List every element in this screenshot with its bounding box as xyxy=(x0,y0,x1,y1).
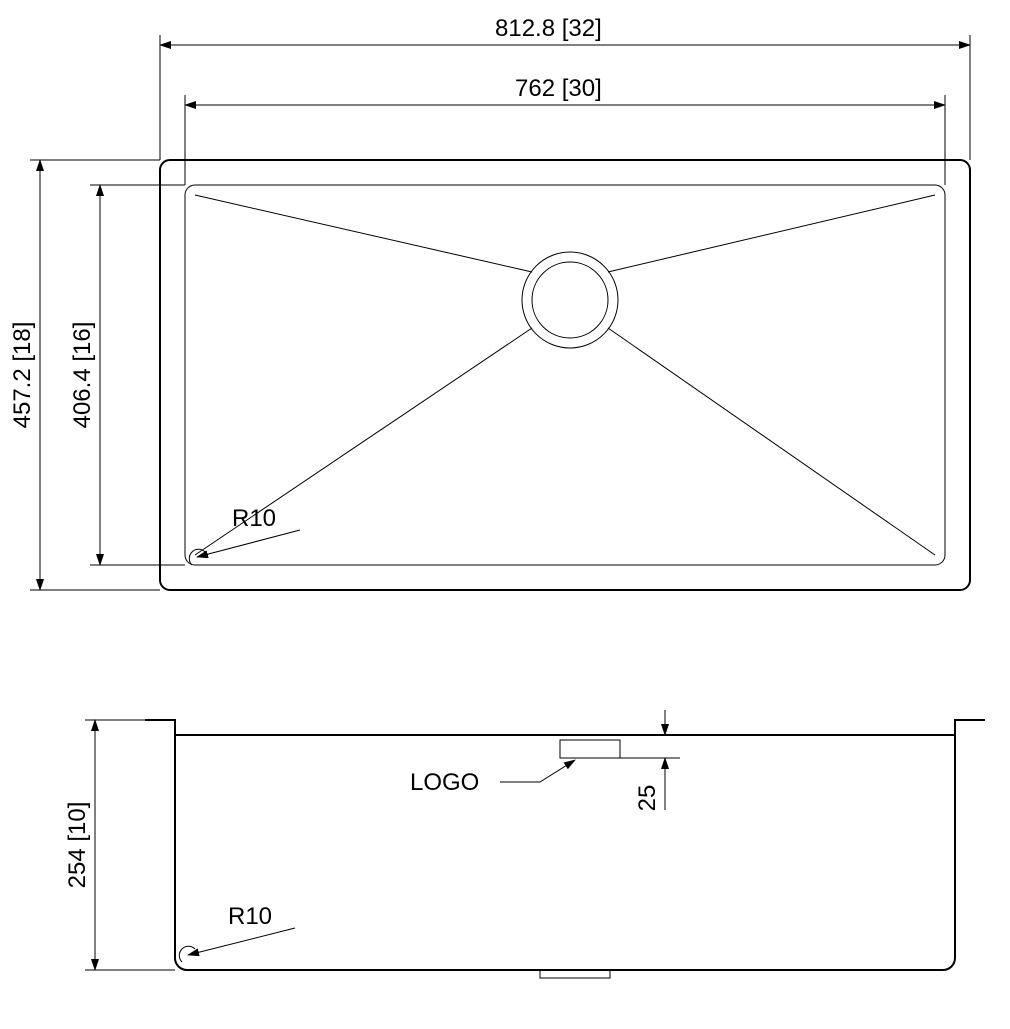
dim-logo-offset: 25 xyxy=(620,710,680,811)
inner-rect xyxy=(185,185,945,565)
top-view: R10 812.8 [32] 762 [30] 457.2 [18] xyxy=(9,15,970,590)
dim-inner-height: 406.4 [16] xyxy=(69,185,185,565)
dim-inner-width-label: 762 [30] xyxy=(515,75,602,102)
dim-depth-label: 254 [10] xyxy=(64,802,91,889)
drain-outer xyxy=(522,252,618,348)
drain-notch xyxy=(540,970,610,978)
logo-leader xyxy=(500,760,575,782)
crease-lines xyxy=(195,195,935,555)
dim-inner-height-label: 406.4 [16] xyxy=(69,322,96,429)
dim-outer-height-label: 457.2 [18] xyxy=(9,322,36,429)
logo-label: LOGO xyxy=(410,769,479,796)
logo-box xyxy=(560,740,620,758)
dim-outer-width-label: 812.8 [32] xyxy=(495,15,602,42)
dim-depth: 254 [10] xyxy=(64,720,175,970)
dim-inner-width: 762 [30] xyxy=(185,75,945,185)
side-corner-label: R10 xyxy=(228,903,272,930)
dim-logo-offset-label: 25 xyxy=(634,785,661,812)
side-view: LOGO 25 254 [10] R10 xyxy=(64,710,985,978)
corner-radius-label: R10 xyxy=(232,505,276,532)
technical-drawing: R10 812.8 [32] 762 [30] 457.2 [18] xyxy=(0,0,1010,1029)
side-corner-leader xyxy=(188,928,295,955)
outer-rect xyxy=(160,160,970,590)
drain-inner xyxy=(532,262,608,338)
